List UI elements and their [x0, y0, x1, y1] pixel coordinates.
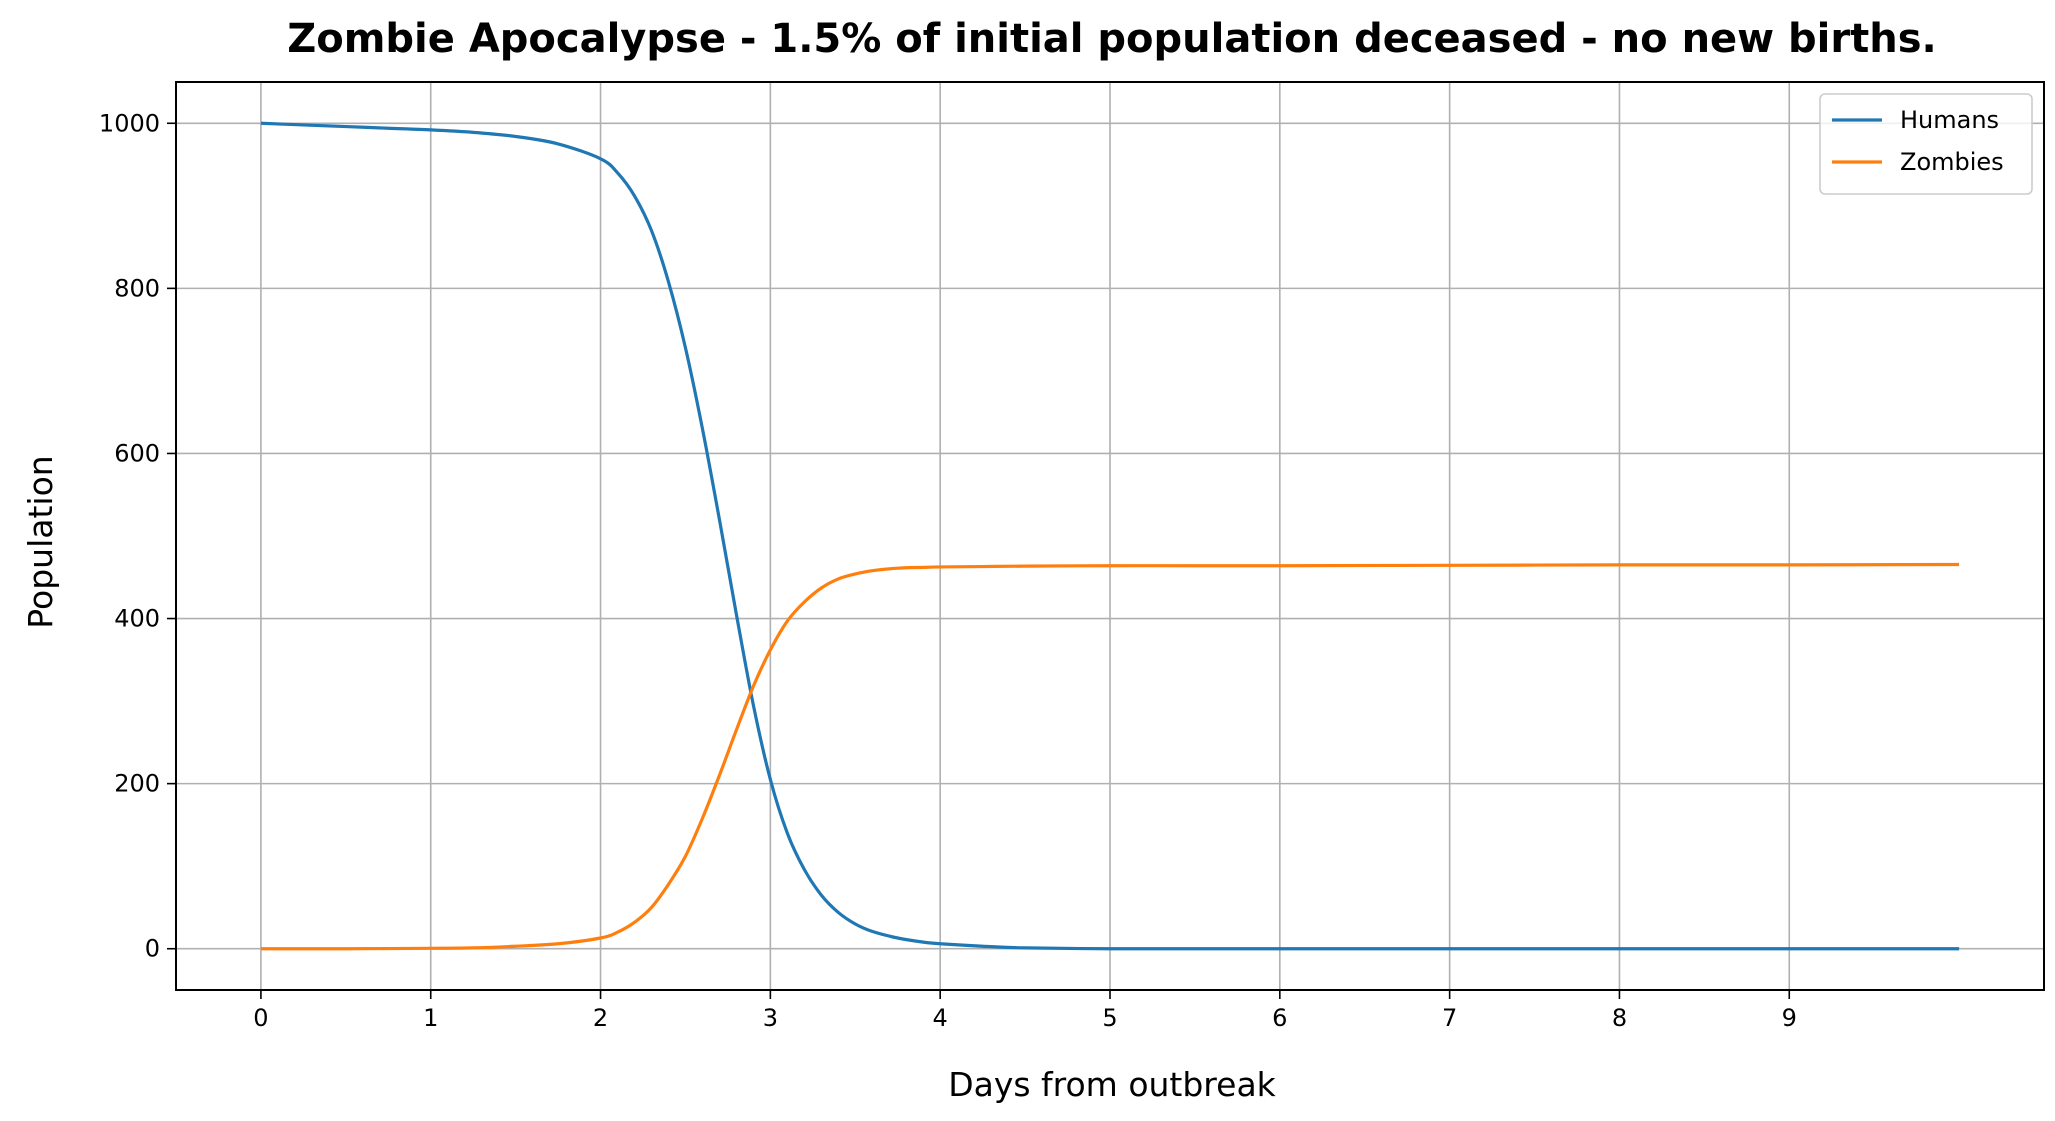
x-tick-label: 4: [933, 1004, 948, 1032]
x-tick-label: 0: [253, 1004, 268, 1032]
y-tick-label: 400: [114, 605, 160, 633]
y-tick-label: 0: [145, 935, 160, 963]
x-tick-label: 6: [1272, 1004, 1287, 1032]
x-tick-label: 9: [1782, 1004, 1797, 1032]
x-tick-label: 8: [1612, 1004, 1627, 1032]
legend-label-humans: Humans: [1900, 106, 1999, 134]
legend-label-zombies: Zombies: [1900, 148, 2004, 176]
legend: Humans Zombies: [1819, 93, 2033, 195]
y-axis-label: Population: [21, 455, 60, 628]
x-tick-label: 3: [763, 1004, 778, 1032]
x-tick-label: 5: [1102, 1004, 1117, 1032]
series-line-zombies: [260, 562, 1960, 951]
x-axis-label: Days from outbreak: [948, 1065, 1276, 1104]
series-line-humans: [260, 121, 1960, 951]
y-tick-label: 200: [114, 770, 160, 798]
series-lines: [260, 121, 1960, 951]
x-tick-label: 2: [593, 1004, 608, 1032]
y-tick-label: 600: [114, 439, 160, 467]
chart-title: Zombie Apocalypse - 1.5% of initial popu…: [287, 16, 1936, 62]
y-tick-label: 1000: [99, 109, 160, 137]
x-tick-label: 1: [423, 1004, 438, 1032]
y-tick-label: 800: [114, 274, 160, 302]
y-axis-ticks: 0 200 400 600 800 1000: [99, 109, 176, 963]
x-tick-label: 7: [1442, 1004, 1457, 1032]
x-axis-ticks: 0 1 2 3 4 5 6 7 8 9: [253, 990, 1797, 1032]
